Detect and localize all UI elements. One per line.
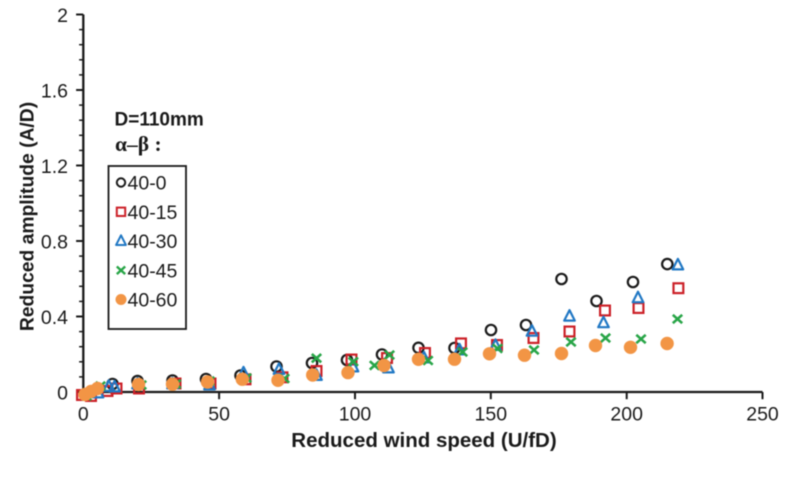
svg-text:40-60: 40-60 bbox=[128, 290, 178, 312]
svg-text:40-0: 40-0 bbox=[128, 173, 167, 195]
svg-text:0: 0 bbox=[57, 382, 68, 404]
svg-text:1.2: 1.2 bbox=[41, 156, 68, 178]
svg-text:50: 50 bbox=[208, 404, 230, 426]
svg-text:1.6: 1.6 bbox=[41, 80, 68, 102]
svg-text:0: 0 bbox=[78, 404, 89, 426]
svg-text:40-30: 40-30 bbox=[128, 231, 178, 253]
svg-text:200: 200 bbox=[610, 404, 643, 426]
svg-text:0.8: 0.8 bbox=[41, 231, 68, 253]
svg-text:40-45: 40-45 bbox=[128, 260, 178, 282]
svg-text:150: 150 bbox=[475, 404, 508, 426]
svg-text:40-15: 40-15 bbox=[128, 202, 178, 224]
svg-text:Reduced wind speed (U/fD): Reduced wind speed (U/fD) bbox=[291, 429, 556, 452]
svg-text:Reduced amplitude (A/D): Reduced amplitude (A/D) bbox=[18, 102, 39, 331]
svg-text:0.4: 0.4 bbox=[41, 307, 68, 329]
svg-text:250: 250 bbox=[746, 404, 779, 426]
svg-text:2: 2 bbox=[57, 5, 68, 27]
svg-text:100: 100 bbox=[339, 404, 372, 426]
svg-text:D=110mm: D=110mm bbox=[115, 110, 204, 131]
svg-text:α–β :: α–β : bbox=[115, 132, 162, 156]
